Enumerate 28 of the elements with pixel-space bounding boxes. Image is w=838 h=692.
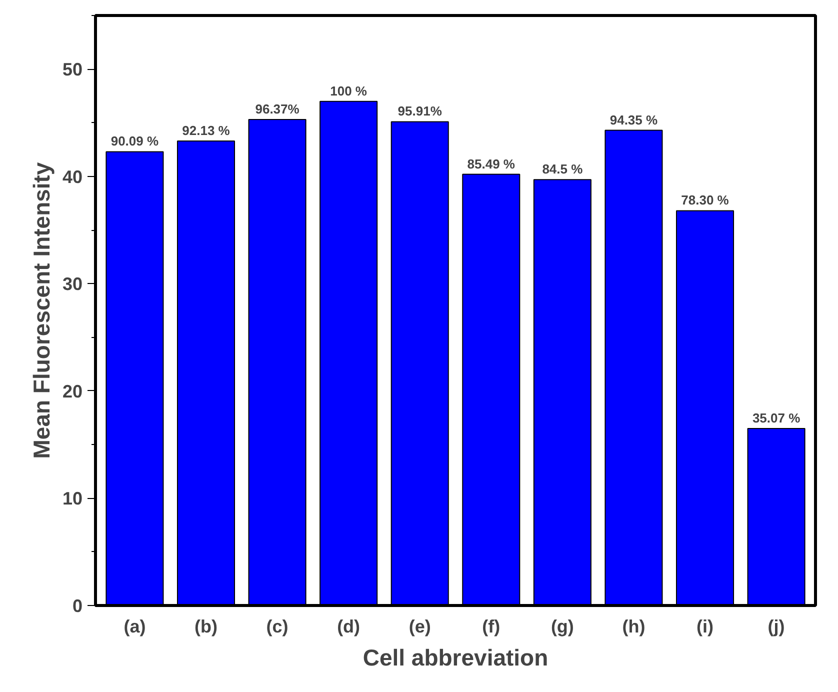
y-tick-label: 0 (72, 596, 83, 616)
annotation: 84.5 % (542, 162, 584, 177)
annotation: 94.35 % (610, 112, 658, 128)
y-tick-label: 50 (62, 60, 83, 80)
x-tick-label: (a) (124, 616, 146, 636)
x-tick-label: (f) (482, 616, 500, 636)
y-tick-label: 20 (62, 381, 83, 402)
x-tick-label: (e) (408, 616, 431, 636)
y-tick-label: 40 (62, 166, 83, 187)
x-axis-title: Cell abbreviation (362, 644, 548, 670)
annotation: 95.91% (398, 104, 442, 119)
x-tick-label: (b) (194, 616, 218, 636)
annotation: 92.13 % (182, 123, 230, 138)
x-tick-label: (j) (768, 616, 785, 636)
y-tick-label: 30 (62, 274, 83, 294)
x-tick-label: (h) (622, 616, 646, 636)
annotation: 90.09 % (110, 134, 159, 149)
annotation: 78.30 % (681, 192, 730, 208)
x-tick-label: (g) (550, 616, 574, 636)
x-tick-label: (c) (266, 616, 288, 636)
y-axis-title: Mean Fluorescent Intensity (28, 162, 54, 459)
y-tick-label: 10 (62, 488, 83, 509)
annotation: 85.49 % (467, 156, 516, 172)
x-tick-label: (d) (337, 616, 360, 636)
annotation: 100 % (330, 83, 368, 98)
annotation: 96.37% (255, 102, 300, 117)
annotation: 35.07 % (752, 410, 801, 426)
x-tick-label: (i) (696, 616, 714, 636)
